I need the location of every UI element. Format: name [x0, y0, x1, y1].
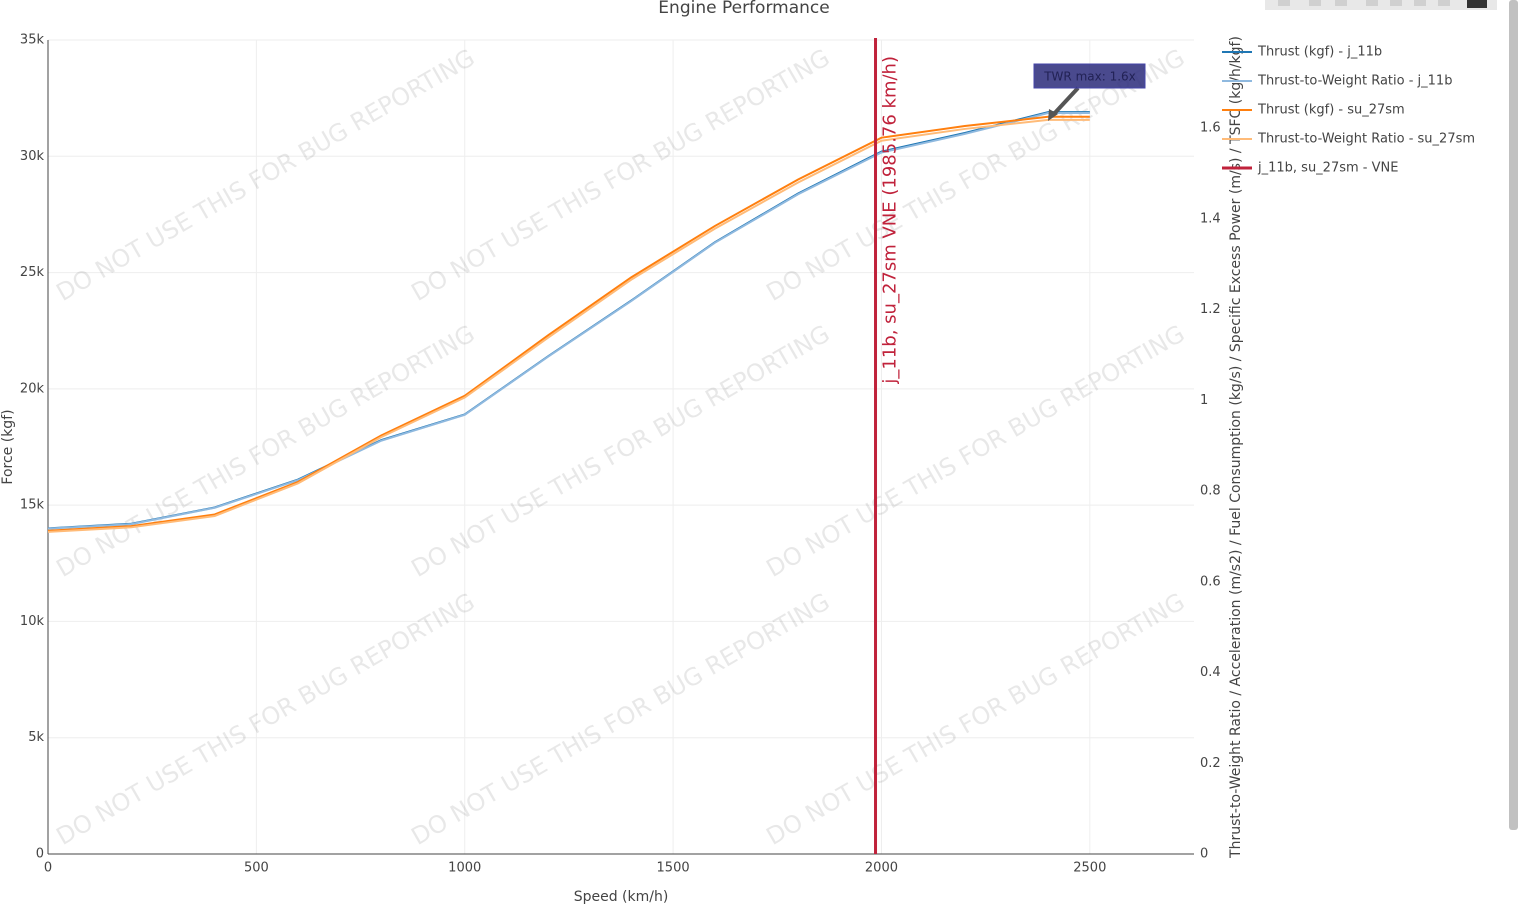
series-line — [47, 115, 1090, 532]
tool-icon[interactable] — [1366, 0, 1378, 6]
vne-label: j_11b, su_27sm VNE (1985.76 km/h) — [880, 56, 901, 385]
watermark: DO NOT USE THIS FOR BUG REPORTING — [406, 587, 834, 850]
y-tick-label: 0 — [36, 847, 44, 862]
x-tick-label: 1000 — [448, 861, 481, 876]
legend-label[interactable]: Thrust (kgf) - j_11b — [1257, 45, 1382, 60]
x-tick-label: 2000 — [865, 861, 898, 876]
watermark: DO NOT USE THIS FOR BUG REPORTING — [51, 43, 479, 306]
tool-icon[interactable] — [1335, 0, 1347, 6]
y2-tick-label: 0.2 — [1200, 756, 1221, 771]
y-tick-label: 25k — [20, 265, 45, 280]
tool-icon[interactable] — [1309, 0, 1321, 6]
watermark: DO NOT USE THIS FOR BUG REPORTING — [761, 319, 1189, 582]
watermark: DO NOT USE THIS FOR BUG REPORTING — [761, 587, 1189, 850]
legend-label[interactable]: Thrust (kgf) - su_27sm — [1257, 103, 1405, 118]
y2-tick-label: 1.2 — [1200, 302, 1221, 317]
grid: 0 500 1000 1500 2000 2500 0 5k 10k 15k 20k 25k 30k 35… — [20, 33, 1221, 876]
y2-axis-title: Thrust-to-Weight Ratio / Acceleration (m… — [1228, 36, 1244, 859]
watermark: DO NOT USE THIS FOR BUG REPORTING — [406, 319, 834, 582]
y-tick-label: 20k — [20, 381, 45, 396]
y-tick-label: 35k — [20, 33, 45, 48]
tool-icon[interactable] — [1414, 0, 1426, 6]
y-tick-label: 5k — [28, 730, 44, 745]
tool-icon[interactable] — [1278, 0, 1290, 6]
series-line — [47, 112, 1090, 530]
x-tick-label: 500 — [244, 861, 269, 876]
annotation-box — [1033, 63, 1146, 89]
y2-tick-label: 0.6 — [1200, 574, 1221, 589]
annotation-arrowhead — [1048, 109, 1058, 121]
y2-tick-label: 0 — [1200, 847, 1208, 862]
toolbar — [1265, 0, 1497, 10]
y-tick-label: 10k — [20, 614, 45, 629]
legend-label[interactable]: Thrust-to-Weight Ratio - j_11b — [1257, 74, 1452, 89]
tool-icon[interactable] — [1390, 0, 1402, 6]
legend: Thrust (kgf) - j_11b Thrust-to-Weight Rat… — [1222, 45, 1475, 176]
scrollbar[interactable] — [1509, 0, 1518, 830]
annotation-text: TWR max: 1.6x — [1043, 70, 1136, 84]
y-tick-label: 30k — [20, 149, 45, 164]
x-tick-label: 0 — [44, 861, 52, 876]
tool-icon[interactable] — [1438, 0, 1450, 6]
toolbar-bg — [1265, 0, 1497, 10]
x-axis-title: Speed (km/h) — [574, 889, 669, 905]
legend-label[interactable]: j_11b, su_27sm - VNE — [1257, 161, 1398, 176]
x-tick-label: 2500 — [1073, 861, 1106, 876]
series-line — [47, 118, 1090, 533]
y2-tick-label: 1.4 — [1200, 211, 1221, 226]
y2-tick-label: 1.6 — [1200, 121, 1221, 136]
y2-tick-label: 1 — [1200, 393, 1208, 408]
y-tick-label: 15k — [20, 498, 45, 513]
plot: j_11b, su_27sm VNE (1985.76 km/h) — [47, 38, 1090, 854]
legend-label[interactable]: Thrust-to-Weight Ratio - su_27sm — [1257, 132, 1475, 147]
watermark: DO NOT USE THIS FOR BUG REPORTING — [51, 587, 479, 850]
y-axis-title: Force (kgf) — [0, 409, 16, 484]
x-tick-label: 1500 — [657, 861, 690, 876]
annotation: TWR max: 1.6x — [1033, 63, 1146, 121]
y2-tick-label: 0.4 — [1200, 665, 1221, 680]
tool-icon[interactable] — [1467, 0, 1487, 8]
chart-title: Engine Performance — [658, 0, 829, 18]
watermark: DO NOT USE THIS FOR BUG REPORTING — [51, 319, 479, 582]
annotation-arrow — [1050, 86, 1080, 118]
y2-tick-label: 0.8 — [1200, 484, 1221, 499]
watermark: DO NOT USE THIS FOR BUG REPORTING — [406, 43, 834, 306]
